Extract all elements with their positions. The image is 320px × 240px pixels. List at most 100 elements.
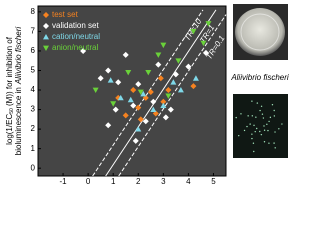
y-tick-label: 0: [31, 163, 36, 172]
glow-dot: [249, 123, 251, 125]
label-part: log(1/EC: [5, 114, 14, 145]
marker: [160, 98, 167, 105]
glow-dot: [262, 117, 265, 119]
marker: [167, 106, 174, 113]
glow-dot: [278, 128, 280, 130]
glow-dot: [247, 115, 249, 117]
marker: [107, 77, 114, 83]
marker: [175, 58, 182, 64]
glow-dot: [252, 142, 255, 144]
glow-dot: [273, 109, 275, 112]
glow-dot: [268, 120, 270, 123]
legend-label: validation set: [52, 21, 99, 30]
glow-dot: [243, 129, 246, 132]
legend-marker: [43, 12, 49, 18]
marker: [162, 114, 169, 121]
tr-line: [92, 9, 204, 177]
marker: [172, 71, 179, 78]
legend-marker: [43, 45, 49, 51]
marker: [150, 106, 157, 112]
marker: [92, 87, 99, 94]
glow-dot: [253, 150, 255, 153]
marker: [137, 89, 144, 95]
marker: [142, 94, 149, 101]
marker: [122, 112, 129, 119]
marker: [127, 96, 134, 103]
marker: [147, 88, 154, 95]
glow-dot: [274, 131, 276, 133]
figure: Aliivibrio fischeri -1 0 1 2 3 4 5012345678log…: [5, 4, 289, 189]
glow-dot: [255, 116, 257, 118]
y-tick-label: 3: [31, 105, 36, 114]
x-tick-label: 0: [86, 177, 91, 186]
legend-marker: [43, 23, 49, 29]
label-part: bioluminescence in: [14, 87, 23, 155]
marker: [165, 93, 172, 99]
y-axis-label: bioluminescence inAliivibrio fischeri: [14, 27, 23, 156]
marker: [80, 47, 87, 54]
glow-dot: [271, 104, 274, 106]
marker: [105, 122, 112, 129]
marker: [192, 75, 199, 81]
y-tick-label: 2: [31, 124, 36, 133]
marker: [117, 94, 124, 101]
y-tick-label: 5: [31, 66, 36, 75]
glow-dot: [274, 147, 276, 149]
label-part: logD: [108, 188, 125, 189]
photo-caption: Aliivibrio fischeri: [230, 73, 289, 82]
marker: [140, 90, 147, 97]
glow-dot: [260, 105, 263, 107]
glow-dot: [246, 125, 248, 128]
legend-label: test set: [52, 10, 79, 19]
marker: [157, 75, 164, 82]
marker: [202, 49, 209, 56]
glow-dot: [235, 116, 237, 119]
glow-dot: [261, 113, 264, 115]
marker: [185, 63, 192, 70]
marker: [135, 81, 142, 88]
marker: [170, 79, 177, 85]
marker: [150, 98, 157, 105]
marker: [165, 87, 172, 94]
glow-dot: [251, 115, 254, 117]
dish-rim: [240, 13, 280, 51]
glow-dot: [263, 141, 266, 143]
glow-dot: [259, 130, 261, 133]
marker: [115, 79, 122, 86]
marker: [205, 21, 212, 27]
x-tick-label: -1: [60, 177, 68, 186]
glow-dot: [263, 125, 265, 127]
tr-line: [118, 14, 227, 177]
marker: [177, 87, 184, 93]
marker: [155, 61, 162, 68]
marker: [152, 110, 159, 117]
glow-dot: [263, 129, 266, 131]
marker: [112, 106, 119, 113]
label-part: (M)) for inhibition of: [5, 36, 14, 108]
marker: [125, 70, 132, 76]
marker: [105, 67, 112, 74]
y-tick-label: 4: [31, 85, 36, 94]
glow-dot: [256, 102, 259, 104]
x-axis-label: logDlipw(pH7): [108, 188, 157, 189]
marker: [135, 104, 142, 111]
marker: [160, 42, 167, 49]
glow-dot: [266, 123, 268, 126]
glow-dot: [240, 113, 242, 115]
marker: [130, 102, 137, 109]
glow-dot: [238, 134, 240, 137]
marker: [110, 101, 117, 107]
y-tick-label: 7: [31, 27, 36, 36]
glow-dot: [260, 133, 263, 136]
marker: [190, 83, 197, 90]
marker: [97, 75, 104, 82]
marker: [142, 118, 149, 125]
photo-glow: [233, 94, 288, 158]
marker: [200, 40, 207, 47]
x-tick-label: 3: [161, 177, 166, 186]
x-tick-label: 4: [186, 177, 191, 186]
glow-dot: [259, 109, 261, 112]
x-tick-label: 2: [136, 177, 141, 186]
glow-dot: [256, 127, 258, 130]
petri-dish: [235, 8, 285, 56]
